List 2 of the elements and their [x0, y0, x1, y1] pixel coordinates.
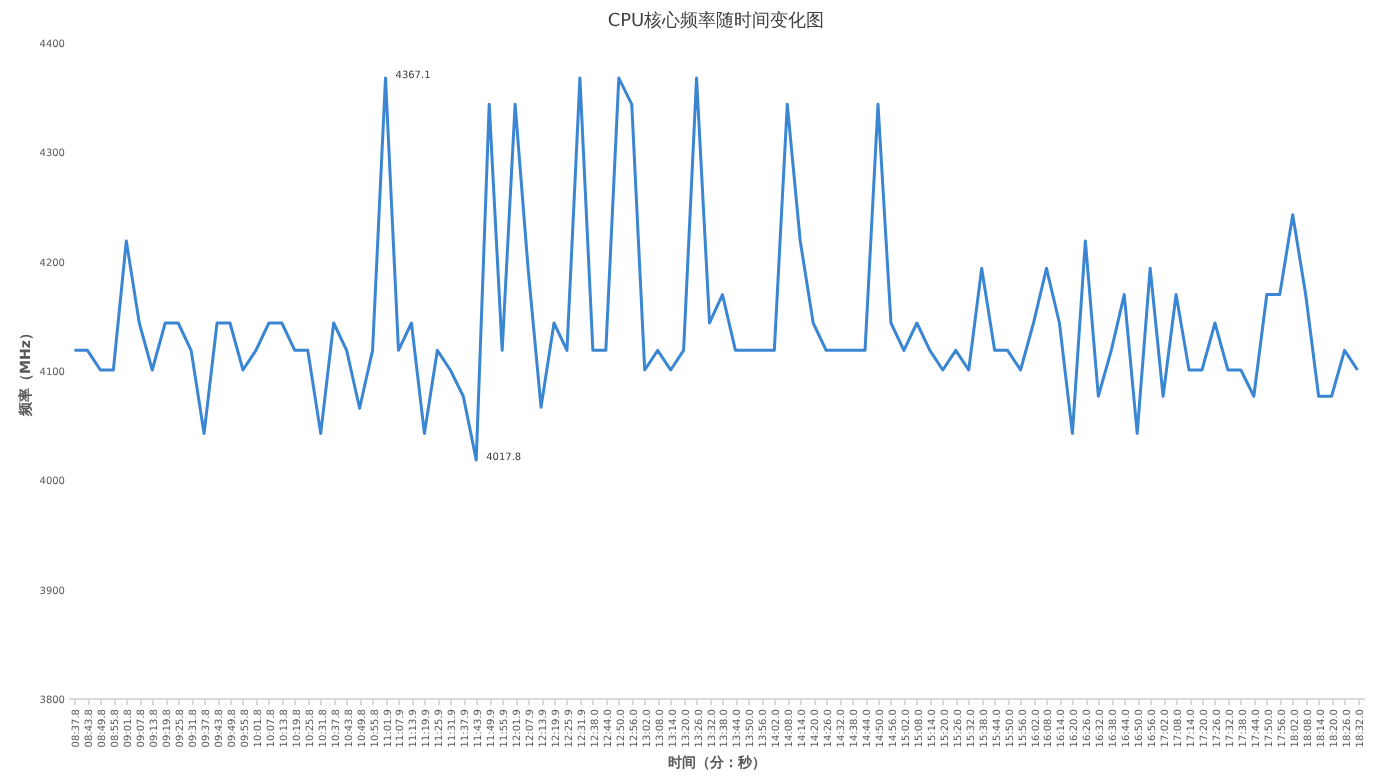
line-series	[72, 76, 1360, 462]
chart-title: CPU核心频率随时间变化图	[607, 10, 825, 32]
